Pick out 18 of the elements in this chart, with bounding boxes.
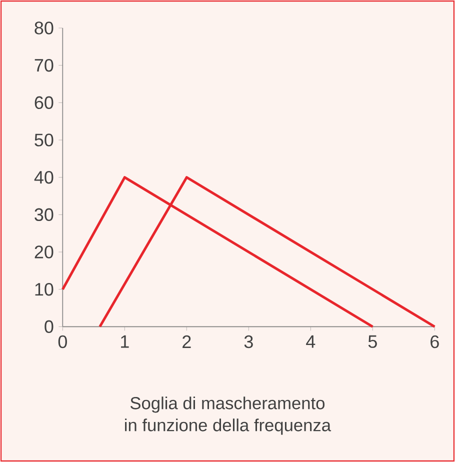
x-tick-label: 4	[306, 335, 316, 348]
y-tick-label: 40	[34, 170, 54, 184]
x-tick-label: 0	[58, 335, 67, 348]
x-tick-label: 2	[182, 335, 191, 348]
y-tick-label: 80	[34, 22, 54, 34]
text: in funzione della frequenza	[125, 418, 332, 435]
x-tick-label: 1	[121, 335, 129, 348]
x-tick-label: 5	[368, 335, 377, 348]
y-tick-label: 70	[34, 58, 54, 72]
text: Soglia di mascheramento	[130, 396, 325, 413]
y-tick-label: 10	[35, 282, 54, 296]
y-tick-label: 0	[44, 320, 54, 334]
x-tick-label: 3	[244, 335, 253, 348]
y-tick-label: 60	[34, 96, 54, 110]
y-tick-label: 50	[34, 134, 54, 146]
x-tick-label: 6	[430, 335, 439, 348]
y-tick-label: 20	[34, 246, 54, 258]
y-tick-label: 30	[34, 208, 54, 222]
